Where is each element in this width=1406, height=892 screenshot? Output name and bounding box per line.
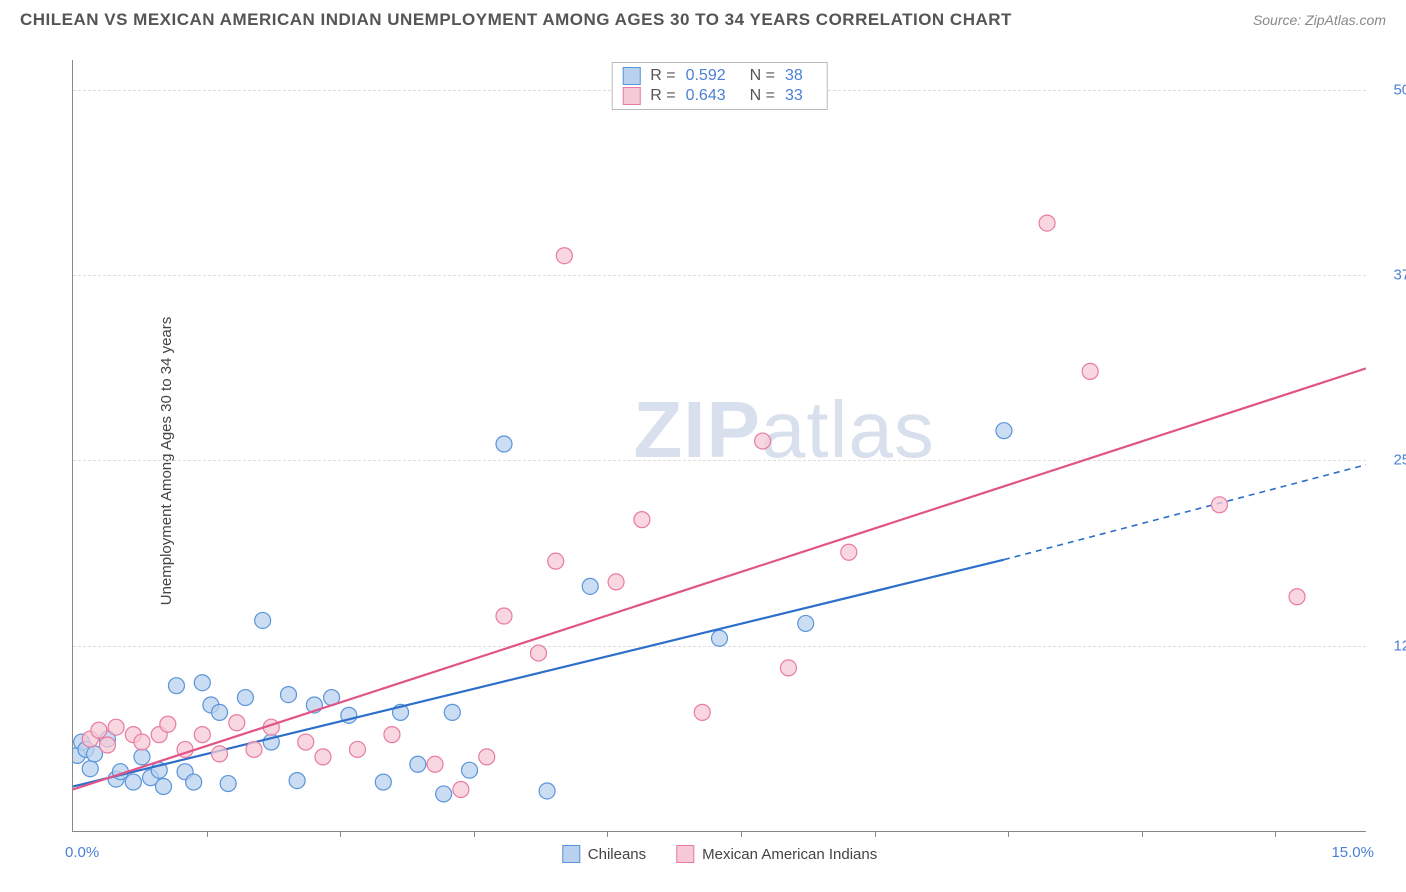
data-point-mexican	[91, 722, 107, 738]
plot-area: ZIPatlas R = 0.592N = 38R = 0.643N = 33 …	[72, 60, 1366, 832]
n-label: N =	[750, 87, 775, 105]
regression-line-extrapolated-chileans	[1004, 465, 1366, 560]
data-point-mexican	[556, 248, 572, 264]
data-point-chileans	[237, 690, 253, 706]
chart-container: Unemployment Among Ages 30 to 34 years Z…	[50, 40, 1396, 882]
data-point-mexican	[212, 746, 228, 762]
r-label: R =	[650, 87, 675, 105]
chart-title: CHILEAN VS MEXICAN AMERICAN INDIAN UNEMP…	[20, 10, 1012, 30]
data-point-mexican	[453, 781, 469, 797]
x-tick	[474, 831, 475, 837]
x-axis-max-label: 15.0%	[1331, 844, 1374, 861]
data-point-chileans	[281, 687, 297, 703]
data-point-chileans	[134, 749, 150, 765]
data-point-chileans	[996, 423, 1012, 439]
r-value-chileans: 0.592	[686, 67, 726, 85]
x-tick	[207, 831, 208, 837]
data-point-chileans	[582, 578, 598, 594]
data-point-chileans	[410, 756, 426, 772]
correlation-legend: R = 0.592 N = 38 R = 0.643 N = 33	[611, 62, 828, 110]
data-point-chileans	[212, 704, 228, 720]
data-point-mexican	[349, 741, 365, 757]
x-axis-min-label: 0.0%	[65, 844, 99, 861]
x-tick	[875, 831, 876, 837]
data-point-mexican	[427, 756, 443, 772]
data-point-mexican	[1289, 589, 1305, 605]
data-point-chileans	[194, 675, 210, 691]
x-tick	[1142, 831, 1143, 837]
data-point-chileans	[255, 612, 271, 628]
data-point-chileans	[712, 630, 728, 646]
legend-label-mexican: Mexican American Indians	[702, 846, 877, 863]
y-tick-label: 12.5%	[1393, 637, 1406, 654]
data-point-chileans	[496, 436, 512, 452]
y-tick-label: 37.5%	[1393, 266, 1406, 283]
data-point-mexican	[99, 737, 115, 753]
series-legend: Chileans Mexican American Indians	[562, 845, 877, 863]
data-point-mexican	[1039, 215, 1055, 231]
data-point-chileans	[168, 678, 184, 694]
data-point-mexican	[780, 660, 796, 676]
data-point-chileans	[186, 774, 202, 790]
data-point-mexican	[315, 749, 331, 765]
legend-swatch-mexican	[676, 845, 694, 863]
data-point-chileans	[220, 776, 236, 792]
data-point-mexican	[841, 544, 857, 560]
data-point-mexican	[1211, 497, 1227, 513]
data-point-chileans	[82, 761, 98, 777]
data-point-chileans	[289, 773, 305, 789]
data-point-mexican	[246, 741, 262, 757]
scatter-plot-svg	[73, 60, 1366, 831]
data-point-chileans	[462, 762, 478, 778]
data-point-mexican	[479, 749, 495, 765]
data-point-mexican	[694, 704, 710, 720]
regression-line-mexican	[73, 368, 1366, 789]
n-value-mexican: 33	[785, 87, 803, 105]
data-point-mexican	[755, 433, 771, 449]
data-point-chileans	[798, 615, 814, 631]
legend-label-chileans: Chileans	[588, 846, 646, 863]
legend-row-mexican: R = 0.643 N = 33	[622, 87, 817, 105]
legend-swatch-chileans	[562, 845, 580, 863]
data-point-chileans	[444, 704, 460, 720]
source-link[interactable]: ZipAtlas.com	[1305, 12, 1386, 28]
data-point-chileans	[156, 779, 172, 795]
data-point-mexican	[530, 645, 546, 661]
data-point-mexican	[1082, 363, 1098, 379]
x-tick	[1275, 831, 1276, 837]
data-point-mexican	[134, 734, 150, 750]
data-point-chileans	[539, 783, 555, 799]
data-point-mexican	[194, 727, 210, 743]
data-point-mexican	[160, 716, 176, 732]
data-point-mexican	[548, 553, 564, 569]
legend-swatch-mexican	[622, 87, 640, 105]
legend-item-chileans: Chileans	[562, 845, 646, 863]
x-tick	[1008, 831, 1009, 837]
r-value-mexican: 0.643	[686, 87, 726, 105]
data-point-mexican	[108, 719, 124, 735]
n-value-chileans: 38	[785, 67, 803, 85]
y-tick-label: 50.0%	[1393, 81, 1406, 98]
n-label: N =	[750, 67, 775, 85]
data-point-mexican	[634, 512, 650, 528]
x-tick	[741, 831, 742, 837]
data-point-mexican	[496, 608, 512, 624]
data-point-mexican	[384, 727, 400, 743]
data-point-mexican	[229, 715, 245, 731]
data-point-mexican	[608, 574, 624, 590]
x-tick	[607, 831, 608, 837]
legend-swatch-chileans	[622, 67, 640, 85]
x-tick	[340, 831, 341, 837]
data-point-chileans	[125, 774, 141, 790]
data-point-chileans	[375, 774, 391, 790]
legend-row-chileans: R = 0.592 N = 38	[622, 67, 817, 85]
r-label: R =	[650, 67, 675, 85]
source-attribution: Source: ZipAtlas.com	[1253, 12, 1386, 28]
data-point-mexican	[298, 734, 314, 750]
y-tick-label: 25.0%	[1393, 452, 1406, 469]
data-point-chileans	[436, 786, 452, 802]
legend-item-mexican: Mexican American Indians	[676, 845, 877, 863]
